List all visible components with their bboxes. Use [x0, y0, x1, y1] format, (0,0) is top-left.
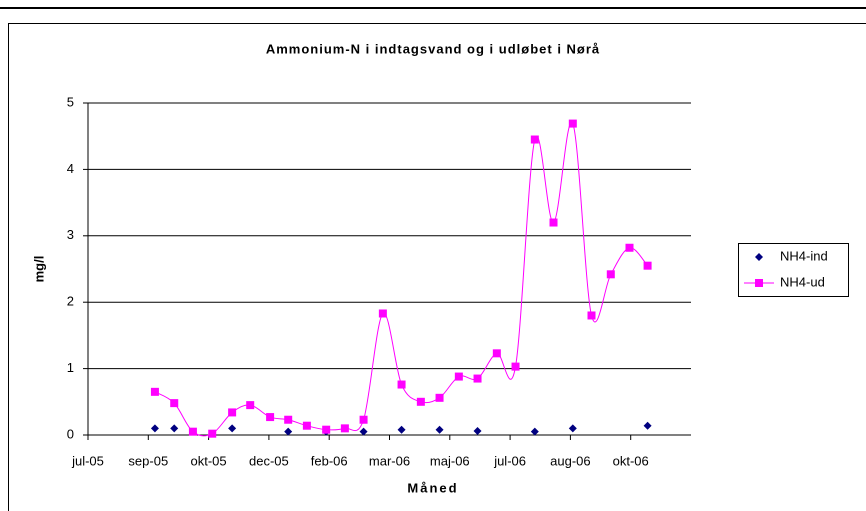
data-point — [228, 424, 237, 433]
data-point — [266, 413, 275, 422]
data-point — [170, 399, 179, 408]
data-point — [246, 401, 255, 410]
x-tick-label: okt-06 — [613, 453, 649, 468]
data-point — [150, 387, 159, 396]
data-point — [150, 424, 159, 433]
x-axis-label: Måned — [407, 480, 458, 495]
data-point — [492, 349, 501, 358]
x-tick-label: aug-06 — [550, 453, 590, 468]
data-point — [208, 429, 217, 438]
legend-label: NH4-ud — [780, 274, 825, 289]
data-point — [625, 243, 634, 252]
y-axis-label: mg/l — [31, 256, 46, 283]
data-point — [435, 425, 444, 434]
data-point — [606, 270, 615, 279]
data-point — [228, 408, 237, 417]
legend-marker — [755, 279, 763, 287]
chart-title: Ammonium-N i indtagsvand og i udløbet i … — [266, 41, 600, 56]
y-tick-label: 0 — [67, 426, 74, 441]
legend-marker — [755, 253, 763, 261]
data-point — [188, 427, 197, 436]
data-point — [170, 424, 179, 433]
data-point — [322, 425, 331, 434]
data-point — [284, 427, 293, 436]
data-point — [302, 421, 311, 430]
data-point — [511, 362, 520, 371]
data-point — [568, 424, 577, 433]
y-tick-label: 1 — [67, 360, 74, 375]
x-tick-label: mar-06 — [369, 453, 410, 468]
data-point — [549, 218, 558, 227]
x-tick-label: okt-05 — [191, 453, 227, 468]
data-point — [568, 119, 577, 128]
x-tick-label: feb-06 — [311, 453, 348, 468]
data-point — [587, 311, 596, 320]
data-point — [530, 135, 539, 144]
chart-border — [8, 23, 866, 511]
data-point — [397, 425, 406, 434]
x-tick-label: sep-05 — [128, 453, 168, 468]
y-tick-label: 3 — [67, 227, 74, 242]
data-point — [397, 380, 406, 389]
data-point — [359, 427, 368, 436]
legend-label: NH4-ind — [780, 248, 828, 263]
legend-box — [738, 243, 849, 297]
data-point — [454, 372, 463, 381]
y-tick-label: 2 — [67, 294, 74, 309]
data-point — [473, 374, 482, 383]
data-point — [378, 309, 387, 318]
y-tick-label: 4 — [67, 161, 74, 176]
data-point — [643, 261, 652, 270]
x-tick-label: jul-06 — [493, 453, 526, 468]
x-tick-label: maj-06 — [430, 453, 470, 468]
data-point — [643, 421, 652, 430]
data-point — [416, 397, 425, 406]
data-point — [530, 427, 539, 436]
x-tick-label: jul-05 — [71, 453, 104, 468]
x-tick-label: dec-05 — [249, 453, 289, 468]
y-tick-label: 5 — [67, 94, 74, 109]
data-point — [473, 427, 482, 436]
data-point — [435, 393, 444, 402]
data-point — [284, 415, 293, 424]
data-point — [340, 424, 349, 433]
data-point — [359, 415, 368, 424]
